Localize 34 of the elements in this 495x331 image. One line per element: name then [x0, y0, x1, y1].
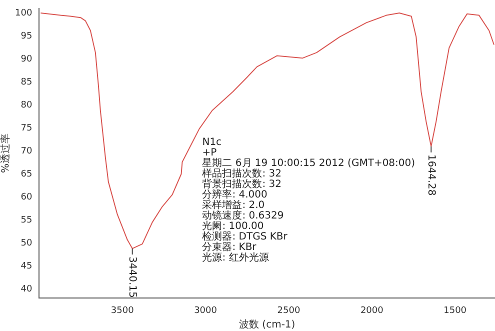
x-tick-label: 2000 [360, 306, 384, 316]
x-tick-label: 1500 [444, 306, 467, 316]
y-tick-label: 60 [20, 192, 32, 202]
x-tick-label: 3500 [110, 306, 134, 316]
annotation: 动镜速度: 0.6329 [202, 209, 284, 222]
annotation: 光阑: 100.00 [202, 220, 264, 232]
y-tick-label: 55 [20, 215, 32, 226]
annotation: N1c [202, 136, 222, 148]
y-tick-label: 75 [20, 123, 32, 134]
y-tick-label: 40 [20, 284, 32, 294]
annotation: 采样增益: 2.0 [202, 198, 265, 211]
annotation: +P [202, 147, 217, 158]
annotation: 检测器: DTGS KBr [202, 230, 288, 242]
annotation: 1644.28 [426, 154, 437, 196]
y-tick-label: 65 [20, 169, 32, 180]
y-tick-label: 85 [20, 77, 32, 88]
annotation: 分辨率: 4.000 [202, 188, 268, 200]
annotation: 3440.15 [126, 256, 138, 298]
y-tick-label: 90 [20, 54, 32, 64]
y-tick-label: 45 [20, 261, 32, 272]
x-axis-title: 波数 (cm-1) [238, 318, 296, 331]
annotation: 背景扫描次数: 32 [202, 178, 282, 190]
y-axis-title: %透过率 [0, 134, 12, 174]
y-tick-label: 50 [20, 238, 32, 248]
x-tick-label: 2500 [277, 306, 300, 316]
annotation: 光源: 红外光源 [202, 251, 269, 264]
x-tick-label: 3000 [194, 306, 218, 316]
annotation: 样品扫描次数: 32 [202, 167, 282, 180]
y-tick-label: 80 [20, 100, 32, 110]
y-tick-label: 100 [14, 8, 32, 18]
y-tick-label: 95 [20, 31, 32, 42]
annotation: 分束器: KBr [202, 240, 258, 253]
annotation: 星期二 6月 19 10:00:15 2012 (GMT+08:00) [202, 156, 416, 169]
y-tick-label: 70 [20, 146, 32, 156]
